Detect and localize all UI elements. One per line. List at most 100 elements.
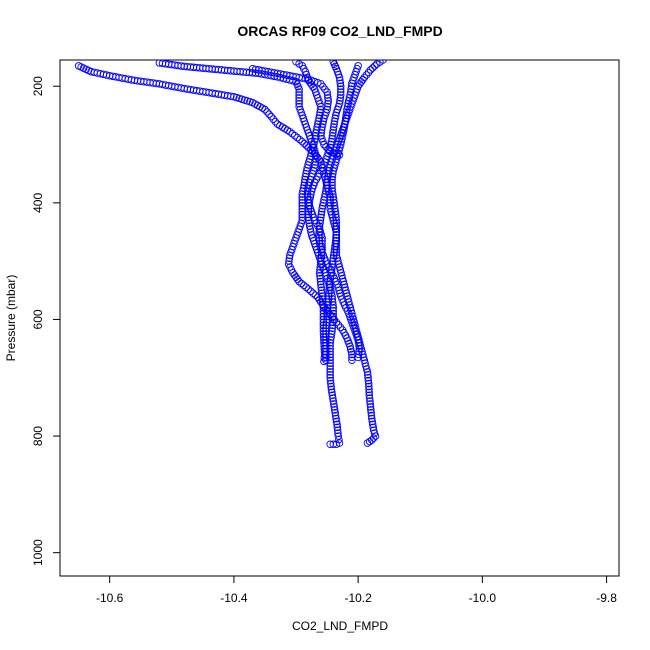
data-point xyxy=(322,184,330,193)
data-point xyxy=(322,318,331,327)
data-point xyxy=(336,91,345,99)
data-point xyxy=(341,120,349,128)
data-point xyxy=(364,374,372,382)
data-point xyxy=(227,92,235,100)
data-point xyxy=(344,99,352,108)
data-point xyxy=(319,117,328,125)
data-point xyxy=(288,129,297,138)
data-point xyxy=(327,269,335,277)
data-point xyxy=(348,79,356,88)
data-point xyxy=(346,91,354,99)
data-point xyxy=(354,350,363,359)
data-point xyxy=(318,120,327,128)
data-point xyxy=(298,193,306,201)
data-point xyxy=(329,129,337,137)
data-point xyxy=(325,286,333,295)
data-point xyxy=(362,365,371,373)
data-point xyxy=(322,350,330,359)
data-point xyxy=(329,251,338,260)
data-point xyxy=(324,145,332,153)
data-point xyxy=(365,388,373,397)
chart-title: ORCAS RF09 CO2_LND_FMPD xyxy=(237,23,442,39)
data-point xyxy=(295,277,303,286)
data-point xyxy=(322,327,330,335)
data-point xyxy=(329,196,338,204)
data-point xyxy=(336,88,345,96)
data-point xyxy=(327,382,335,391)
data-point xyxy=(345,97,353,105)
data-point xyxy=(361,359,369,367)
y-tick-label: 1000 xyxy=(31,539,45,566)
data-point xyxy=(316,219,324,228)
data-point xyxy=(305,196,314,204)
data-point xyxy=(301,172,310,181)
data-point xyxy=(304,161,312,169)
data-point xyxy=(329,397,338,405)
data-point xyxy=(302,283,310,291)
data-point xyxy=(329,440,338,448)
data-point xyxy=(347,347,356,356)
data-point xyxy=(331,204,339,213)
data-point xyxy=(335,151,344,159)
data-point xyxy=(335,263,344,271)
data-point xyxy=(373,60,381,68)
data-point xyxy=(305,202,313,210)
data-point xyxy=(322,341,330,350)
data-point xyxy=(323,315,331,324)
data-point xyxy=(328,181,336,190)
data-point xyxy=(330,164,338,172)
data-point xyxy=(327,271,335,280)
data-point xyxy=(285,257,293,265)
x-axis: -10.6 -10.4 -10.2 -10.0 -9.8 xyxy=(96,575,617,605)
data-point xyxy=(300,178,309,187)
data-point xyxy=(355,341,363,350)
data-point xyxy=(311,132,320,140)
data-point xyxy=(293,133,302,142)
data-point xyxy=(298,137,306,146)
data-point xyxy=(341,114,350,123)
data-point xyxy=(327,379,335,388)
data-point xyxy=(331,242,339,251)
data-point xyxy=(322,347,330,356)
data-point xyxy=(314,78,322,87)
data-point xyxy=(336,266,345,274)
data-point xyxy=(300,281,308,290)
data-point xyxy=(318,204,326,213)
data-point xyxy=(323,306,331,315)
x-tick-label: -10.0 xyxy=(469,591,497,605)
data-point xyxy=(340,126,348,134)
data-point xyxy=(298,190,306,198)
data-point xyxy=(324,97,333,105)
data-point xyxy=(318,123,326,131)
data-point xyxy=(336,85,345,93)
data-point xyxy=(295,91,303,99)
x-axis-label: CO2_LND_FMPD xyxy=(292,619,388,633)
data-point xyxy=(339,277,348,286)
data-point xyxy=(295,99,303,108)
data-point xyxy=(336,323,345,332)
data-point xyxy=(317,129,326,137)
data-point xyxy=(338,271,346,280)
data-point xyxy=(366,66,375,74)
data-point xyxy=(334,432,343,440)
data-point xyxy=(322,344,330,353)
data-point xyxy=(299,187,307,195)
data-point xyxy=(370,429,379,437)
data-point xyxy=(345,94,354,102)
data-point xyxy=(331,207,340,216)
data-point xyxy=(364,379,373,388)
data-point xyxy=(369,434,378,442)
data-point xyxy=(332,417,341,426)
data-point xyxy=(263,108,271,116)
data-point xyxy=(302,167,311,175)
data-point xyxy=(304,210,313,219)
data-point xyxy=(320,140,328,149)
data-point xyxy=(333,423,342,432)
data-point xyxy=(261,105,269,114)
data-point xyxy=(332,414,340,423)
data-point xyxy=(338,274,347,283)
data-point xyxy=(343,105,351,114)
data-point xyxy=(286,127,294,136)
data-point xyxy=(332,216,340,225)
data-point xyxy=(340,123,349,131)
